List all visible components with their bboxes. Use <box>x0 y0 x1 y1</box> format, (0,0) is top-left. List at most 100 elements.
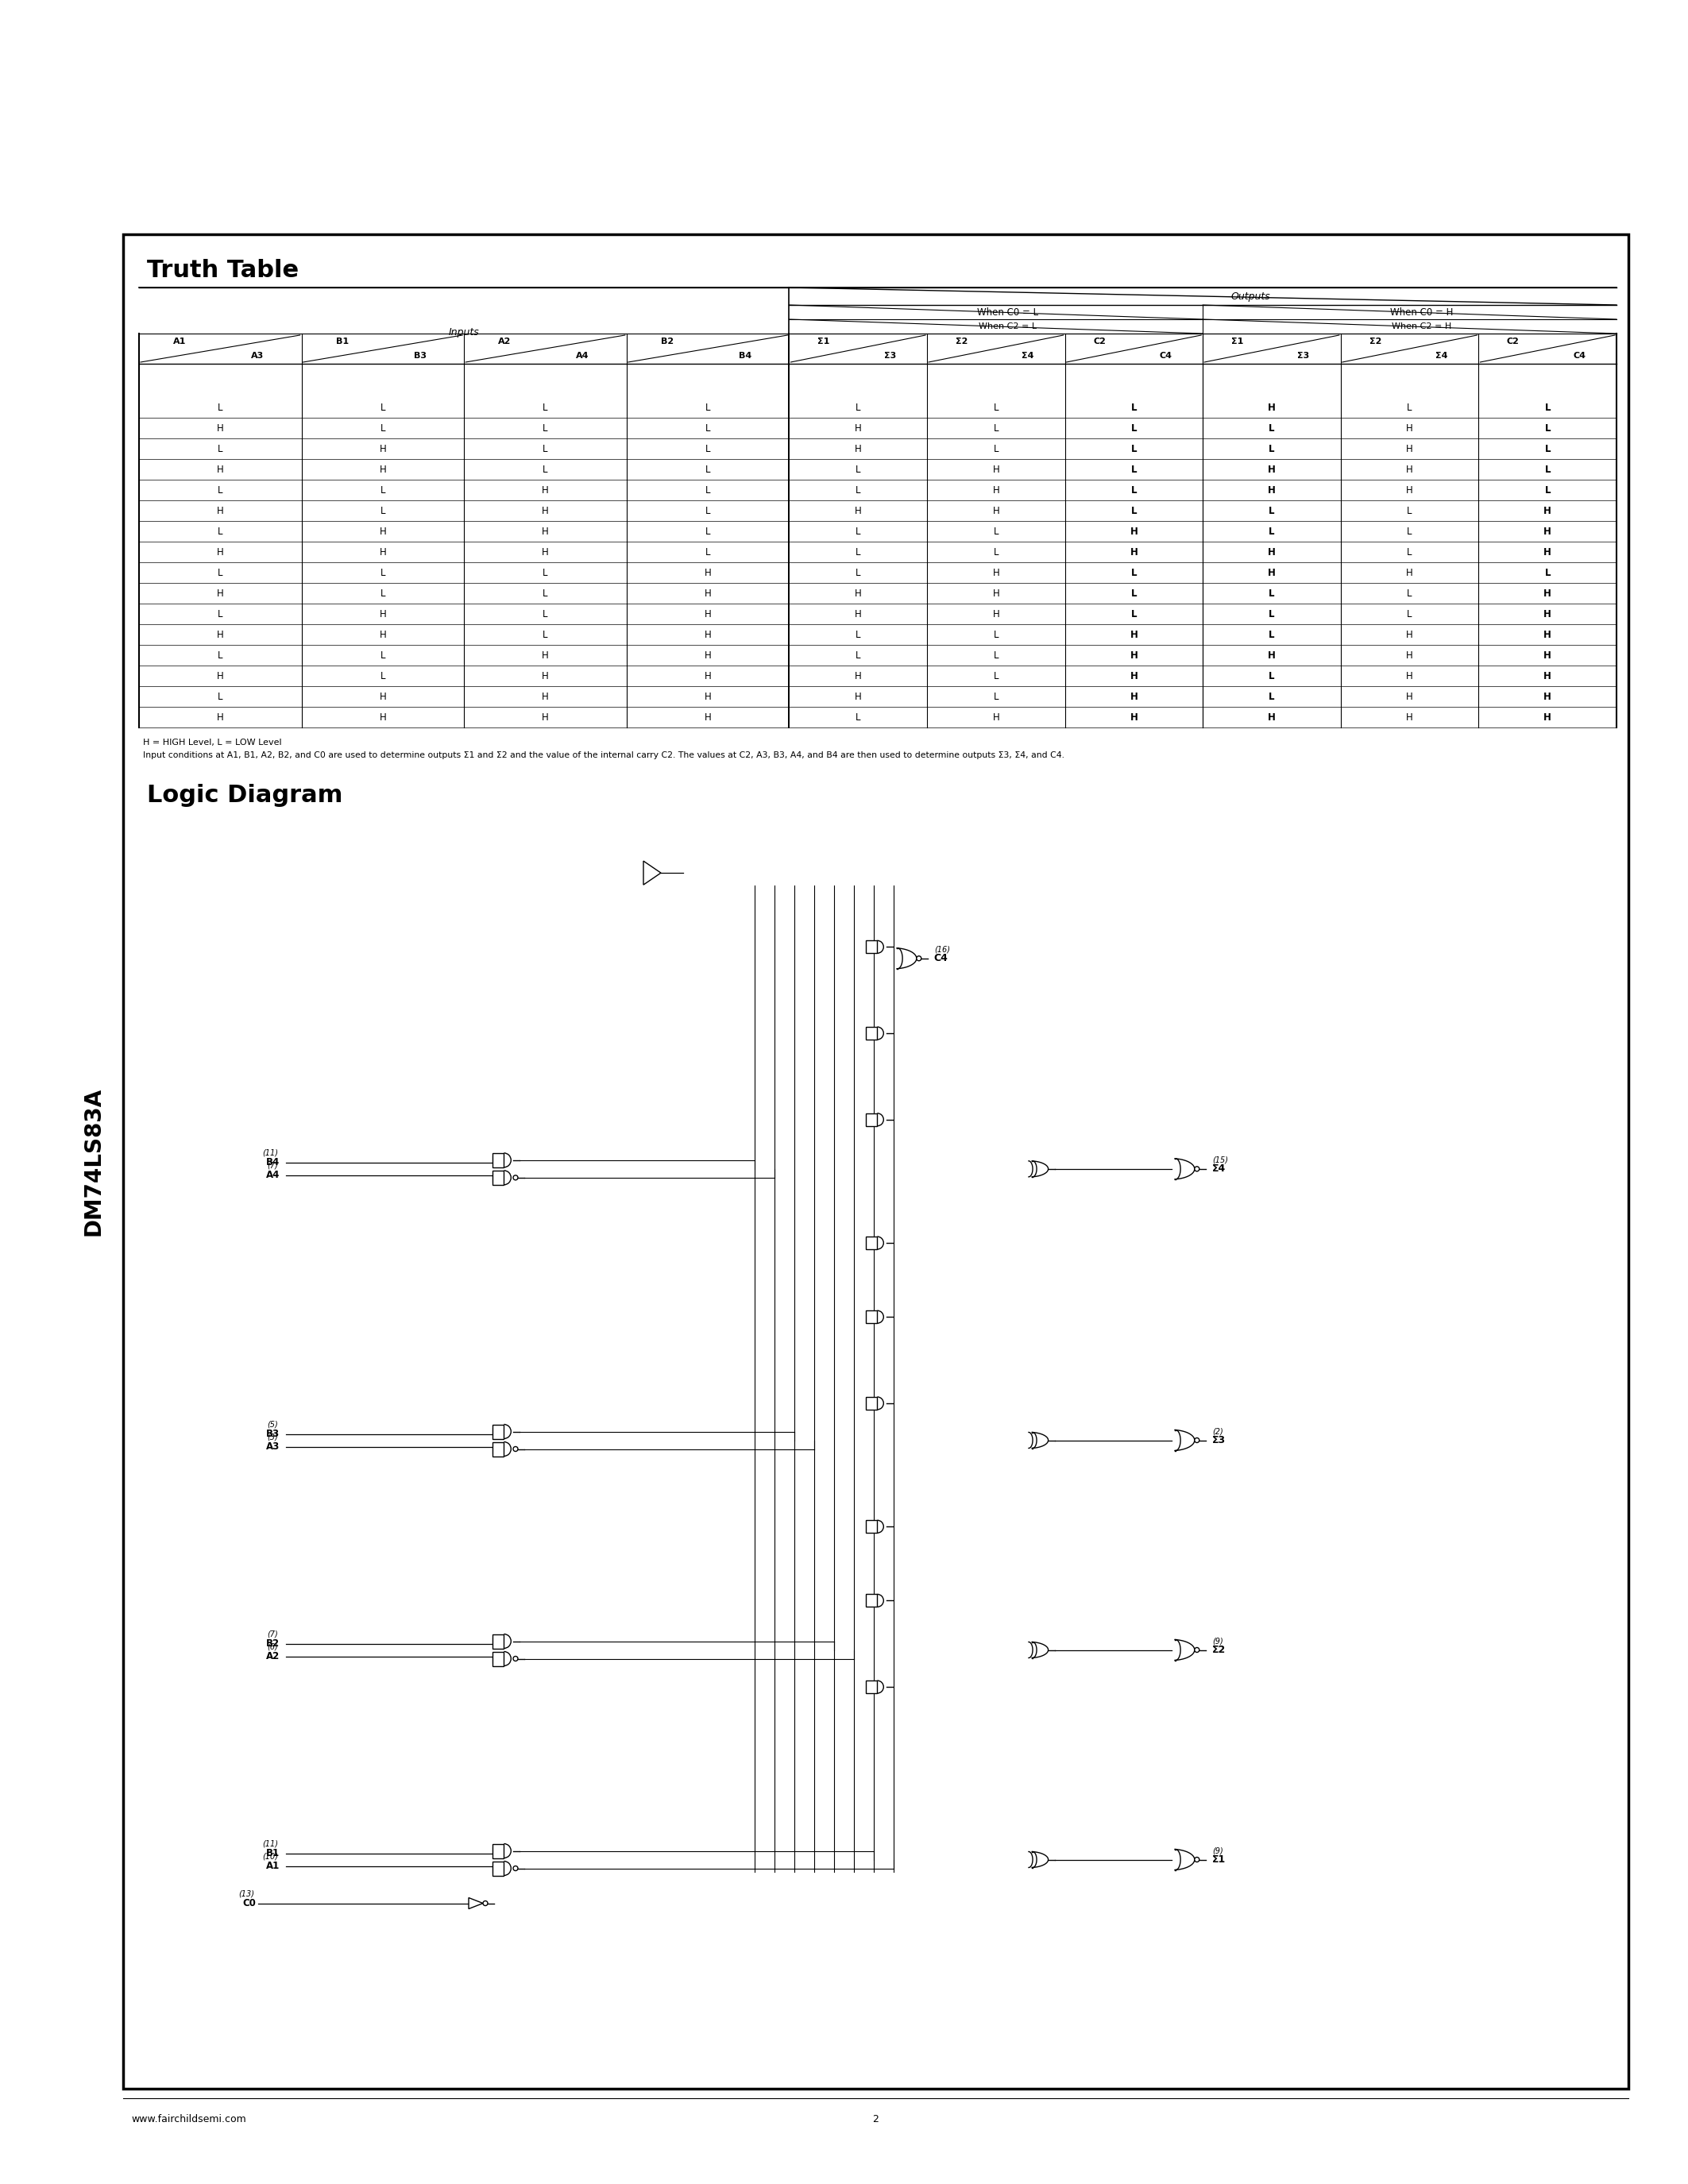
Text: H: H <box>1268 485 1276 496</box>
Text: H: H <box>1406 692 1413 701</box>
Text: H: H <box>1268 568 1276 579</box>
Text: H: H <box>1406 485 1413 496</box>
Text: Σ1: Σ1 <box>817 339 830 345</box>
Text: A3: A3 <box>252 352 263 360</box>
Text: H: H <box>704 670 711 681</box>
Text: H: H <box>1543 505 1551 515</box>
Text: H: H <box>854 692 861 701</box>
Text: Σ3: Σ3 <box>1298 352 1310 360</box>
Text: C4: C4 <box>1573 352 1585 360</box>
Text: L: L <box>1269 526 1274 537</box>
Text: Σ3: Σ3 <box>885 352 896 360</box>
Text: L: L <box>1545 443 1551 454</box>
Circle shape <box>917 957 922 961</box>
Text: When C0 = L: When C0 = L <box>977 308 1038 317</box>
Text: DM74LS83A: DM74LS83A <box>83 1088 105 1236</box>
Text: H: H <box>1268 651 1276 660</box>
Text: L: L <box>1545 485 1551 496</box>
Text: H: H <box>704 651 711 660</box>
Text: H: H <box>1543 609 1551 618</box>
Text: (10): (10) <box>262 1852 279 1861</box>
Text: L: L <box>706 546 711 557</box>
Text: H: H <box>380 465 387 474</box>
Text: L: L <box>706 526 711 537</box>
Text: L: L <box>218 443 223 454</box>
Text: L: L <box>544 629 549 640</box>
Bar <box>493 1153 503 1166</box>
Text: H: H <box>993 465 999 474</box>
Bar <box>493 1843 503 1859</box>
Text: H: H <box>216 424 225 432</box>
Text: L: L <box>1269 692 1274 701</box>
Text: H: H <box>704 609 711 618</box>
Text: Σ3: Σ3 <box>1212 1435 1225 1446</box>
Text: L: L <box>1545 568 1551 579</box>
Text: L: L <box>993 526 999 537</box>
Text: L: L <box>544 402 549 413</box>
Text: L: L <box>380 424 385 432</box>
Text: L: L <box>1131 505 1136 515</box>
Text: Inputs: Inputs <box>449 328 479 336</box>
Text: H: H <box>1406 712 1413 723</box>
Text: B1: B1 <box>267 1848 280 1859</box>
Text: H: H <box>380 443 387 454</box>
Circle shape <box>513 1446 518 1452</box>
Text: L: L <box>856 629 861 640</box>
Text: H: H <box>216 712 225 723</box>
Text: L: L <box>1269 443 1274 454</box>
Text: When C0 = H: When C0 = H <box>1389 308 1453 317</box>
Text: H: H <box>1406 568 1413 579</box>
Text: L: L <box>380 651 385 660</box>
Text: L: L <box>706 402 711 413</box>
Text: L: L <box>706 505 711 515</box>
Text: (7): (7) <box>267 1162 279 1171</box>
Text: L: L <box>1131 609 1136 618</box>
Text: A4: A4 <box>265 1171 280 1179</box>
Text: Σ2: Σ2 <box>1212 1645 1225 1655</box>
Text: Σ4: Σ4 <box>1435 352 1448 360</box>
Bar <box>866 1594 878 1607</box>
Text: Truth Table: Truth Table <box>147 258 299 282</box>
Text: L: L <box>993 670 999 681</box>
Text: L: L <box>544 424 549 432</box>
Circle shape <box>513 1175 518 1179</box>
Text: 2: 2 <box>873 2114 879 2125</box>
Text: L: L <box>1131 485 1136 496</box>
Text: L: L <box>1408 402 1413 413</box>
Text: L: L <box>544 587 549 598</box>
Text: C4: C4 <box>933 952 949 963</box>
Text: H = HIGH Level, L = LOW Level: H = HIGH Level, L = LOW Level <box>143 738 282 747</box>
Text: L: L <box>856 485 861 496</box>
Text: H: H <box>1543 712 1551 723</box>
Bar <box>493 1441 503 1457</box>
Text: H: H <box>380 712 387 723</box>
Text: H: H <box>1268 465 1276 474</box>
Bar <box>866 1520 878 1533</box>
Text: (9): (9) <box>1212 1638 1222 1645</box>
Text: H: H <box>993 712 999 723</box>
Text: H: H <box>1406 465 1413 474</box>
Text: L: L <box>1131 587 1136 598</box>
Text: L: L <box>993 546 999 557</box>
Text: H: H <box>1543 629 1551 640</box>
Bar <box>866 1026 878 1040</box>
Bar <box>123 234 1629 2088</box>
Text: L: L <box>380 485 385 496</box>
Text: C2: C2 <box>1507 339 1519 345</box>
Text: L: L <box>706 424 711 432</box>
Polygon shape <box>469 1898 483 1909</box>
Bar <box>493 1651 503 1666</box>
Text: H: H <box>380 546 387 557</box>
Text: L: L <box>544 568 549 579</box>
Text: Σ1: Σ1 <box>1212 1854 1225 1865</box>
Text: (9): (9) <box>1212 1848 1222 1854</box>
Text: B3: B3 <box>414 352 427 360</box>
Text: H: H <box>542 712 549 723</box>
Text: H: H <box>1268 402 1276 413</box>
Text: H: H <box>1268 546 1276 557</box>
Text: H: H <box>1406 443 1413 454</box>
Text: H: H <box>854 505 861 515</box>
Text: A2: A2 <box>267 1651 280 1662</box>
Text: L: L <box>993 424 999 432</box>
Text: H: H <box>542 505 549 515</box>
